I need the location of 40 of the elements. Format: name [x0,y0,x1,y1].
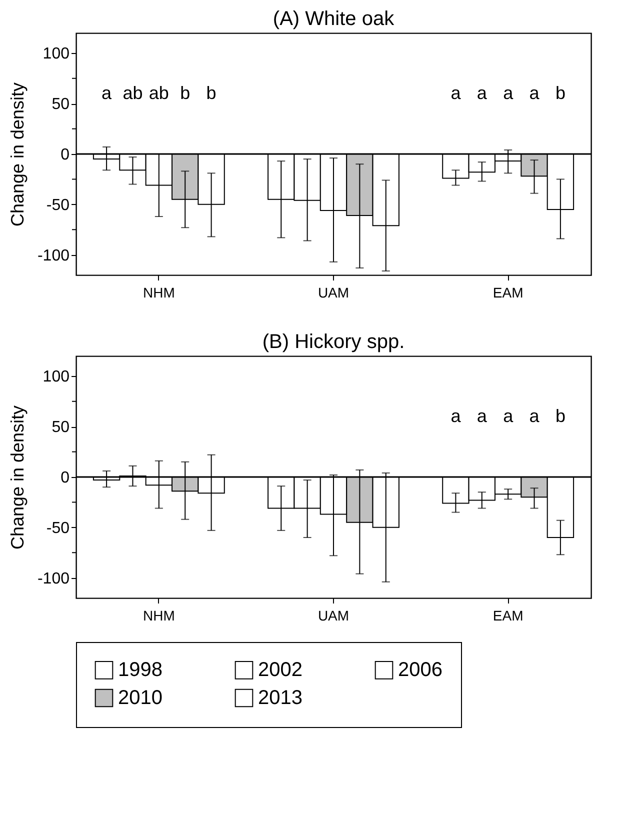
x-tick-label: UAM [318,284,350,300]
y-tick-label: -100 [37,570,70,588]
annotation: b [180,83,190,103]
legend-label: 2002 [258,659,302,682]
annotation: a [529,83,540,103]
annotation: ab [122,83,143,103]
legend-label: 2013 [258,687,302,709]
annotation: a [450,406,462,426]
y-tick-label: 50 [52,96,70,114]
annotation: a [529,406,540,426]
y-axis-title: Change in density [7,405,28,550]
y-tick-label: 0 [60,146,70,164]
annotation: a [476,406,488,426]
x-tick-label: NHM [142,284,175,300]
x-tick-label: EAM [492,284,524,300]
y-tick-label: -50 [46,520,70,537]
x-tick-label: EAM [492,608,524,624]
annotation: a [503,83,514,103]
y-tick-label: 100 [42,46,70,63]
annotation: a [450,83,462,103]
annotation: a [102,83,113,103]
legend-label: 2006 [398,659,442,682]
chart-title: (B) Hickory spp. [262,331,405,353]
y-tick-label: -100 [37,247,70,264]
annotation: a [476,83,488,103]
annotation: b [206,83,216,103]
y-tick-label: 0 [60,470,70,486]
annotation: b [555,83,566,103]
x-tick-label: NHM [142,608,175,624]
annotation: b [555,406,566,426]
y-tick-label: -50 [46,196,70,214]
chart-title: (A) White oak [272,8,396,30]
annotation: ab [148,83,169,103]
x-tick-label: UAM [318,608,350,624]
legend-label: 2010 [118,687,162,709]
legend-label: 1998 [118,659,162,682]
annotation: a [503,406,514,426]
y-tick-label: 100 [42,368,70,386]
y-axis-title: Change in density [7,82,28,227]
y-tick-label: 50 [52,419,70,436]
